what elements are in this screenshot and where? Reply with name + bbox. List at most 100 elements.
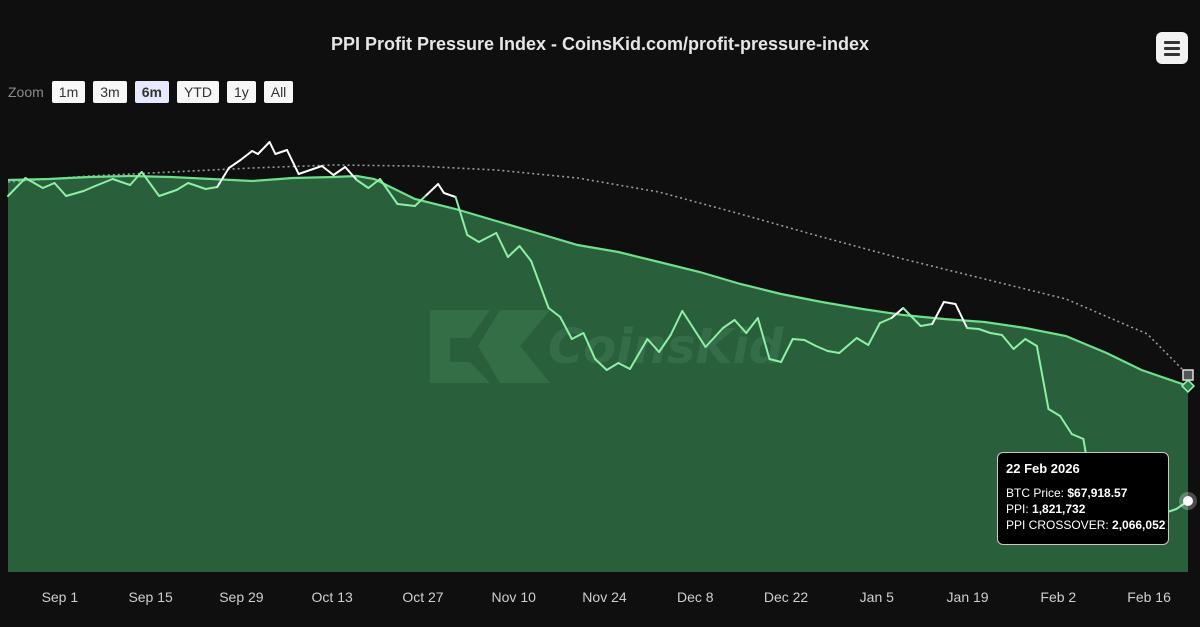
btc-price-segment: [826, 350, 841, 354]
btc-price-segment: [745, 317, 759, 334]
chart-title: PPI Profit Pressure Index - CoinsKid.com…: [330, 34, 870, 54]
btc-price-segment: [890, 307, 905, 319]
x-tick-label: Sep 1: [42, 589, 79, 605]
btc-price-segment: [942, 301, 957, 305]
tooltip-crossover-label: PPI CROSSOVER:: [1006, 518, 1113, 532]
btc-price-segment: [239, 150, 254, 161]
btc-price-segment: [989, 332, 1003, 336]
btc-price-segment: [530, 260, 550, 309]
btc-price-segment: [111, 178, 132, 186]
btc-price-segment: [919, 323, 934, 327]
btc-price-segment: [814, 345, 829, 352]
btc-price-segment: [506, 245, 521, 258]
watermark-logo-icon: [430, 310, 490, 383]
btc-price-segment: [803, 339, 817, 347]
btc-price-segment: [297, 169, 312, 175]
crossover-line: [7, 164, 1189, 376]
btc-price-segment: [251, 150, 259, 155]
x-tick-label: Oct 13: [312, 589, 353, 605]
btc-price-segment: [605, 362, 620, 371]
btc-price-segment: [187, 182, 207, 190]
btc-price-segment: [216, 167, 230, 188]
btc-price-segment: [495, 232, 509, 258]
btc-price-segment: [617, 362, 631, 370]
btc-price-segment: [425, 183, 440, 196]
btc-price-segment: [309, 165, 323, 171]
zoom-3m-button[interactable]: 3m: [93, 81, 127, 103]
btc-price-segment: [274, 149, 289, 155]
btc-price-segment: [454, 196, 469, 236]
btc-price-segment: [547, 307, 562, 318]
btc-price-segment: [559, 316, 573, 340]
btc-price-segment: [704, 327, 724, 348]
btc-price-segment: [570, 332, 585, 340]
tooltip-crossover: PPI CROSSOVER: 2,066,052: [1006, 517, 1165, 533]
btc-price-segment: [1059, 415, 1073, 435]
btc-price-segment: [867, 322, 881, 346]
btc-price-segment: [7, 177, 27, 197]
zoom-6m-button[interactable]: 6m: [134, 81, 169, 103]
x-tick-label: Jan 5: [860, 589, 894, 605]
x-tick-label: Feb 2: [1040, 589, 1076, 605]
btc-price-segment: [379, 178, 399, 205]
btc-price-segment: [286, 149, 300, 175]
btc-price-segment: [838, 337, 858, 354]
btc-price-segment: [721, 319, 736, 329]
btc-price-segment: [320, 165, 335, 176]
watermark-logo-k-icon: [478, 310, 550, 383]
x-tick-label: Feb 16: [1127, 589, 1171, 605]
btc-price-segment: [1047, 408, 1062, 417]
btc-price-segment: [332, 166, 347, 176]
tooltip-ppi-label: PPI:: [1006, 502, 1033, 516]
btc-price-segment: [658, 334, 672, 353]
hamburger-menu-icon[interactable]: [1156, 32, 1188, 64]
x-tick-label: Jan 19: [947, 589, 989, 605]
btc-price-segment: [768, 358, 783, 363]
btc-price-segment: [628, 338, 649, 370]
x-tick-label: Dec 22: [764, 589, 809, 605]
btc-price-segment: [669, 310, 684, 336]
btc-price-segment: [94, 178, 114, 187]
btc-price-segment: [140, 171, 161, 197]
tooltip-ppi: PPI: 1,821,732: [1006, 501, 1160, 517]
btc-price-segment: [1012, 338, 1027, 350]
zoom-label: Zoom: [8, 84, 44, 100]
btc-price-segment: [367, 178, 382, 189]
btc-price-segment: [355, 179, 370, 189]
x-tick-label: Nov 10: [492, 589, 537, 605]
zoom-ytd-button[interactable]: YTD: [176, 81, 219, 103]
x-tick-label: Dec 8: [677, 589, 714, 605]
zoom-all-button[interactable]: All: [263, 81, 294, 103]
btc-price-segment: [82, 185, 97, 192]
x-tick-label: Nov 24: [582, 589, 627, 605]
zoom-selector: Zoom 1m 3m 6m YTD 1y All: [8, 80, 301, 104]
btc-price-segment: [646, 338, 661, 353]
tooltip-btc-price-value: $67,918.57: [1067, 486, 1128, 500]
data-tooltip: 22 Feb 2026 BTC Price: $67,918.57 PPI: 1…: [997, 452, 1169, 545]
btc-price-segment: [518, 245, 533, 262]
btc-end-marker: [1183, 496, 1193, 506]
btc-price-segment: [977, 328, 992, 334]
zoom-1y-button[interactable]: 1y: [226, 81, 256, 103]
watermark-text: CoinsKid: [548, 319, 784, 375]
btc-price-segment: [477, 232, 498, 243]
tooltip-crossover-value: 2,066,052: [1112, 518, 1166, 532]
btc-price-segment: [227, 159, 242, 169]
btc-price-segment: [733, 319, 748, 334]
btc-price-segment: [966, 327, 980, 330]
btc-price-segment: [1070, 433, 1085, 440]
btc-price-segment: [902, 307, 922, 327]
zoom-1m-button[interactable]: 1m: [51, 81, 86, 103]
x-tick-label: Sep 29: [219, 589, 264, 605]
ppi-area: [8, 176, 1188, 572]
btc-price-segment: [344, 166, 358, 181]
tooltip-date: 22 Feb 2026: [1006, 461, 1080, 476]
x-tick-label: Oct 27: [402, 589, 443, 605]
btc-price-segment: [1024, 338, 1038, 347]
btc-price-segment: [681, 310, 695, 330]
x-tick-label: Sep 15: [128, 589, 173, 605]
btc-price-segment: [466, 234, 480, 243]
btc-price-segment: [158, 189, 178, 197]
btc-price-segment: [129, 171, 143, 186]
